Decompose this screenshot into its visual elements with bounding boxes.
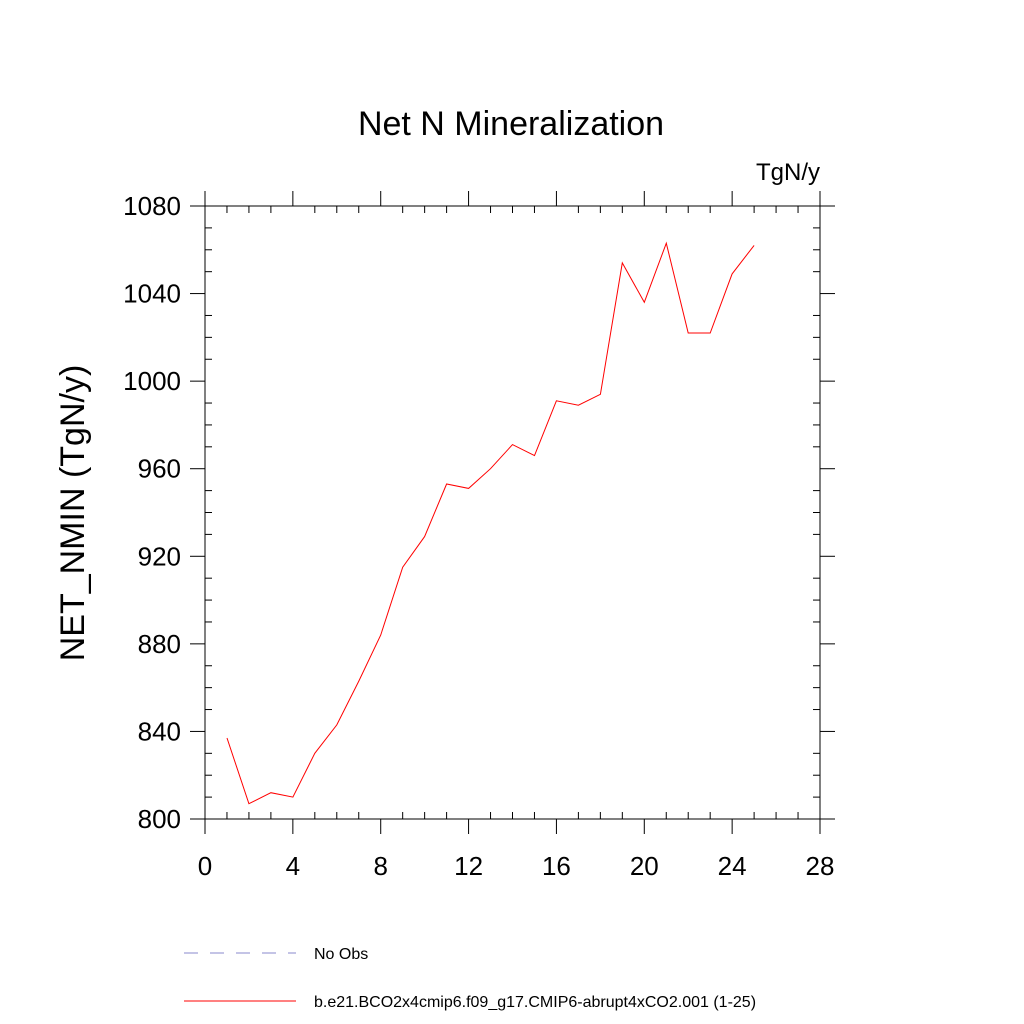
y-tick-label: 800 <box>138 804 181 834</box>
legend-label-model-run: b.e21.BCO2x4cmip6.f09_g17.CMIP6-abrupt4x… <box>314 994 756 1011</box>
x-tick-label: 12 <box>454 851 483 881</box>
x-tick-label: 28 <box>806 851 835 881</box>
plot-frame <box>204 205 821 820</box>
chart-title: Net N Mineralization <box>358 105 664 143</box>
x-tick-label: 4 <box>286 851 300 881</box>
y-tick-label: 960 <box>138 454 181 484</box>
legend: No Obs b.e21.BCO2x4cmip6.f09_g17.CMIP6-a… <box>184 946 756 1011</box>
units-label: TgN/y <box>756 159 820 186</box>
legend-label-no-obs: No Obs <box>314 946 368 963</box>
x-axis-ticks: 0 4 8 12 16 20 24 28 <box>198 191 835 881</box>
y-tick-label: 1040 <box>123 279 181 309</box>
y-tick-label: 1080 <box>123 191 181 221</box>
series-layer <box>226 241 755 805</box>
y-axis-ticks: 800 840 880 920 960 1000 1040 1080 <box>123 191 835 834</box>
series-line-model-run <box>226 241 755 805</box>
x-tick-label: 0 <box>198 851 212 881</box>
y-tick-label: 1000 <box>123 366 181 396</box>
x-tick-label: 20 <box>630 851 659 881</box>
y-axis-label: NET_NMIN (TgN/y) <box>54 365 92 662</box>
y-tick-label: 880 <box>138 629 181 659</box>
x-tick-label: 8 <box>373 851 387 881</box>
x-tick-label: 24 <box>718 851 747 881</box>
y-tick-label: 840 <box>138 716 181 746</box>
y-tick-label: 920 <box>138 541 181 571</box>
x-tick-label: 16 <box>542 851 571 881</box>
